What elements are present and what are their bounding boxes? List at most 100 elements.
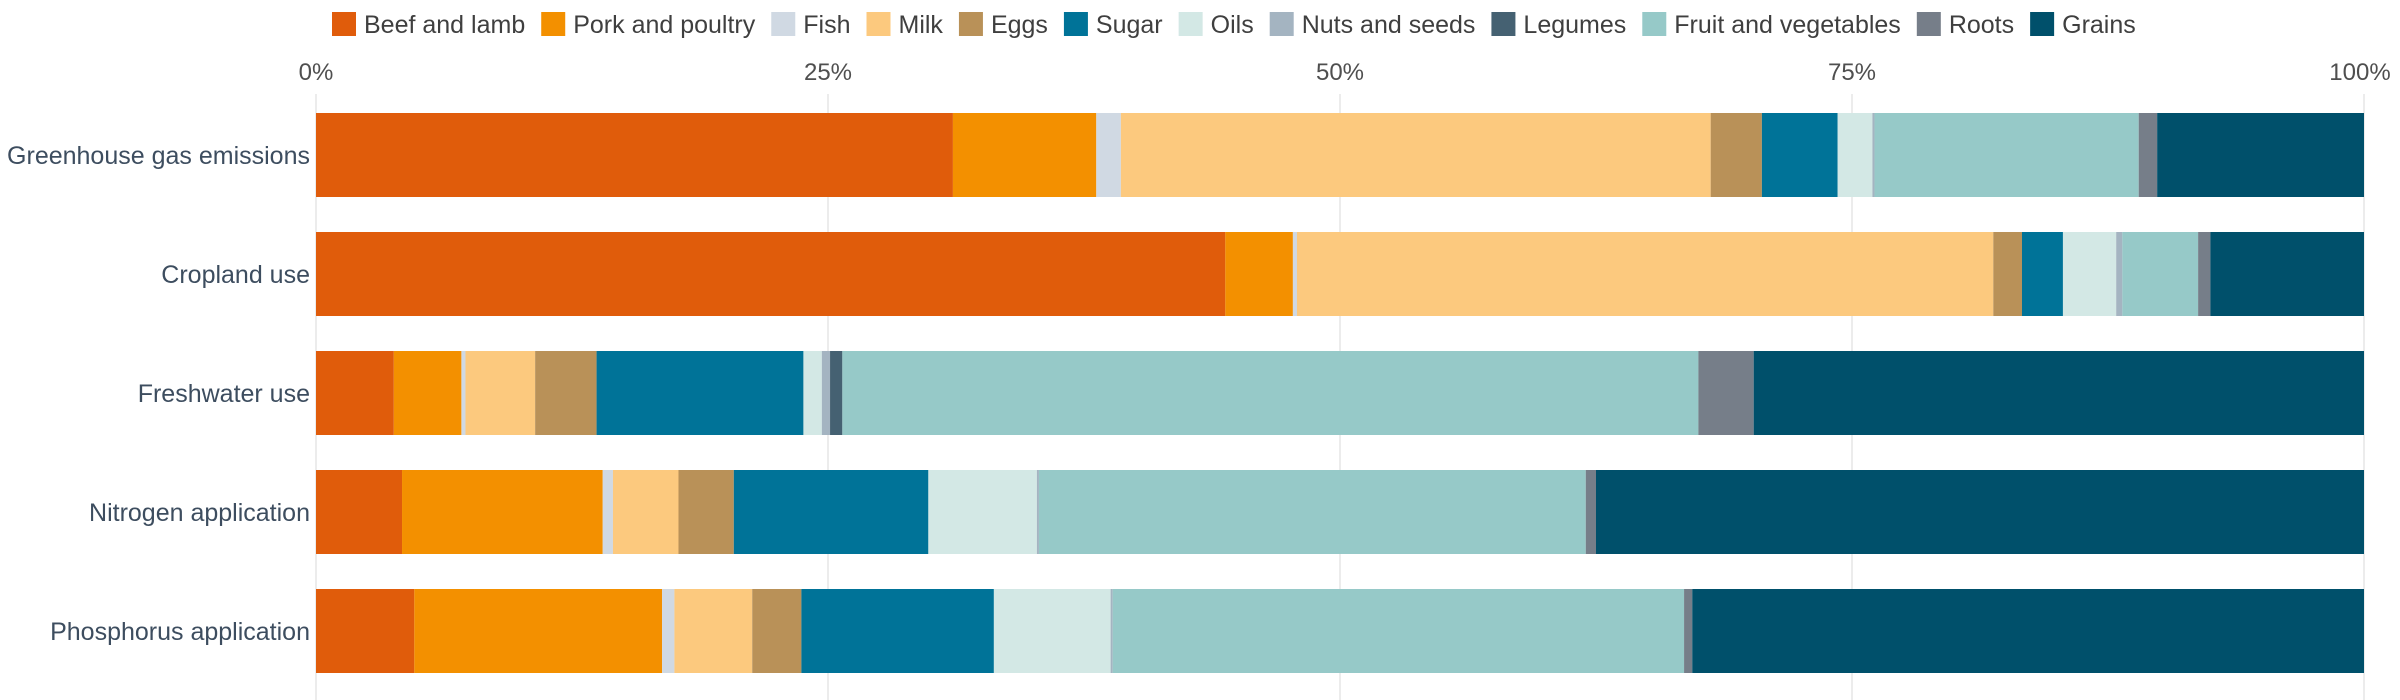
bar-segment-beef-and-lamb[interactable]	[316, 232, 1226, 316]
bar-segment-fish[interactable]	[602, 470, 613, 554]
bar-segment-milk[interactable]	[1296, 232, 1994, 316]
bar-segment-roots[interactable]	[1585, 470, 1596, 554]
legend-swatch-grains	[2030, 12, 2055, 36]
bar-segment-legumes[interactable]	[830, 351, 843, 435]
bar-segment-nuts-and-seeds[interactable]	[2116, 232, 2123, 316]
x-tick-label: 100%	[2329, 59, 2390, 86]
bar-segment-pork-and-poultry[interactable]	[402, 470, 603, 554]
x-tick-label: 25%	[804, 59, 852, 86]
legend-item-legumes[interactable]: Legumes	[1491, 11, 1626, 39]
legend-item-fruit-and-vegetables[interactable]: Fruit and vegetables	[1642, 11, 1901, 39]
legend-label: Fruit and vegetables	[1674, 11, 1901, 39]
y-axis-categories: Greenhouse gas emissions Cropland use Fres…	[7, 142, 310, 646]
bar-segment-roots[interactable]	[1698, 351, 1754, 435]
legend-swatch-beef-and-lamb	[332, 12, 356, 36]
bar-segment-sugar[interactable]	[801, 589, 994, 673]
bar-segment-nuts-and-seeds[interactable]	[1036, 470, 1039, 554]
bar-segment-grains[interactable]	[1692, 589, 2364, 673]
bar-row-freshwater-use	[316, 351, 2364, 435]
bar-segment-milk[interactable]	[612, 470, 679, 554]
bar-segment-pork-and-poultry[interactable]	[414, 589, 663, 673]
bar-segment-eggs[interactable]	[752, 589, 802, 673]
bar-segment-fish[interactable]	[662, 589, 675, 673]
category-label: Nitrogen application	[89, 499, 310, 527]
bar-segment-beef-and-lamb[interactable]	[316, 589, 415, 673]
legend-label: Grains	[2062, 11, 2136, 39]
bar-segment-pork-and-poultry[interactable]	[393, 351, 462, 435]
bar-segment-grains[interactable]	[1596, 470, 2364, 554]
bar-segment-beef-and-lamb[interactable]	[316, 113, 953, 197]
legend-swatch-legumes	[1491, 12, 1516, 36]
legend-item-nuts-and-seeds[interactable]: Nuts and seeds	[1269, 11, 1476, 39]
bar-segment-grains[interactable]	[1753, 351, 2364, 435]
bar-segment-milk[interactable]	[674, 589, 753, 673]
legend-item-pork-and-poultry[interactable]: Pork and poultry	[541, 11, 756, 39]
bar-row-phosphorus-application	[316, 589, 2364, 673]
legend-swatch-roots	[1916, 12, 1941, 36]
bar-row-nitrogen-application	[316, 470, 2364, 554]
bar-segment-sugar[interactable]	[733, 470, 929, 554]
bar-row-greenhouse-gas-emissions	[316, 113, 2364, 197]
legend-label: Beef and lamb	[364, 11, 525, 39]
bar-segment-eggs[interactable]	[1993, 232, 2022, 316]
bar-segment-beef-and-lamb[interactable]	[316, 470, 403, 554]
chart-legend: Beef and lamb Pork and poultry Fish Milk Egg…	[332, 11, 2136, 39]
bar-segment-oils[interactable]	[1837, 113, 1873, 197]
bar-segment-milk[interactable]	[465, 351, 536, 435]
bar-segment-fruit-and-vegetables[interactable]	[842, 351, 1699, 435]
bar-segment-fruit-and-vegetables[interactable]	[1038, 470, 1586, 554]
bar-segment-fish[interactable]	[1292, 232, 1297, 316]
legend-item-beef-and-lamb[interactable]: Beef and lamb	[332, 11, 525, 39]
bar-segment-eggs[interactable]	[678, 470, 734, 554]
bar-segment-nuts-and-seeds[interactable]	[1872, 113, 1875, 197]
bar-segment-beef-and-lamb[interactable]	[316, 351, 394, 435]
bar-segment-sugar[interactable]	[596, 351, 804, 435]
legend-label: Legumes	[1523, 11, 1626, 39]
legend-swatch-pork-and-poultry	[541, 12, 566, 36]
bar-segment-grains[interactable]	[2210, 232, 2364, 316]
bar-segment-eggs[interactable]	[1710, 113, 1762, 197]
legend-label: Roots	[1949, 11, 2014, 39]
legend-item-milk[interactable]: Milk	[866, 11, 944, 39]
bar-segment-fruit-and-vegetables[interactable]	[1874, 113, 2139, 197]
bar-segment-roots[interactable]	[2138, 113, 2158, 197]
category-label: Freshwater use	[138, 380, 310, 408]
category-label: Cropland use	[161, 261, 310, 289]
legend-item-grains[interactable]: Grains	[2030, 11, 2136, 39]
bar-segment-nuts-and-seeds[interactable]	[821, 351, 831, 435]
bar-segment-pork-and-poultry[interactable]	[952, 113, 1097, 197]
legend-label: Pork and poultry	[573, 11, 756, 39]
category-label: Phosphorus application	[50, 618, 310, 646]
legend-item-roots[interactable]: Roots	[1916, 11, 2014, 39]
bar-segment-grains[interactable]	[2157, 113, 2364, 197]
legend-item-sugar[interactable]: Sugar	[1063, 11, 1163, 39]
bar-segment-eggs[interactable]	[535, 351, 597, 435]
bar-segment-pork-and-poultry[interactable]	[1225, 232, 1293, 316]
legend-swatch-milk	[866, 12, 891, 36]
bar-segment-fish[interactable]	[461, 351, 466, 435]
bar-segment-roots[interactable]	[2198, 232, 2211, 316]
legend-label: Milk	[899, 11, 944, 39]
bar-segment-fish[interactable]	[1096, 113, 1121, 197]
bar-segment-oils[interactable]	[993, 589, 1111, 673]
bar-segment-sugar[interactable]	[2021, 232, 2063, 316]
legend-swatch-nuts-and-seeds	[1269, 12, 1294, 36]
bar-segment-milk[interactable]	[1120, 113, 1711, 197]
x-tick-label: 0%	[299, 59, 334, 86]
x-tick-label: 50%	[1316, 59, 1364, 86]
legend-swatch-oils	[1178, 12, 1203, 36]
bar-segment-nuts-and-seeds[interactable]	[1110, 589, 1113, 673]
bar-segment-oils[interactable]	[803, 351, 822, 435]
bar-segment-roots[interactable]	[1684, 589, 1693, 673]
legend-item-eggs[interactable]: Eggs	[958, 11, 1048, 39]
legend-item-oils[interactable]: Oils	[1178, 11, 1254, 39]
legend-item-fish[interactable]: Fish	[771, 11, 851, 39]
legend-swatch-fish	[771, 12, 796, 36]
bar-segment-oils[interactable]	[928, 470, 1037, 554]
bar-segment-sugar[interactable]	[1761, 113, 1838, 197]
bar-segment-fruit-and-vegetables[interactable]	[1112, 589, 1685, 673]
legend-label: Oils	[1211, 11, 1254, 39]
bar-segment-fruit-and-vegetables[interactable]	[2122, 232, 2199, 316]
bar-segment-oils[interactable]	[2062, 232, 2117, 316]
